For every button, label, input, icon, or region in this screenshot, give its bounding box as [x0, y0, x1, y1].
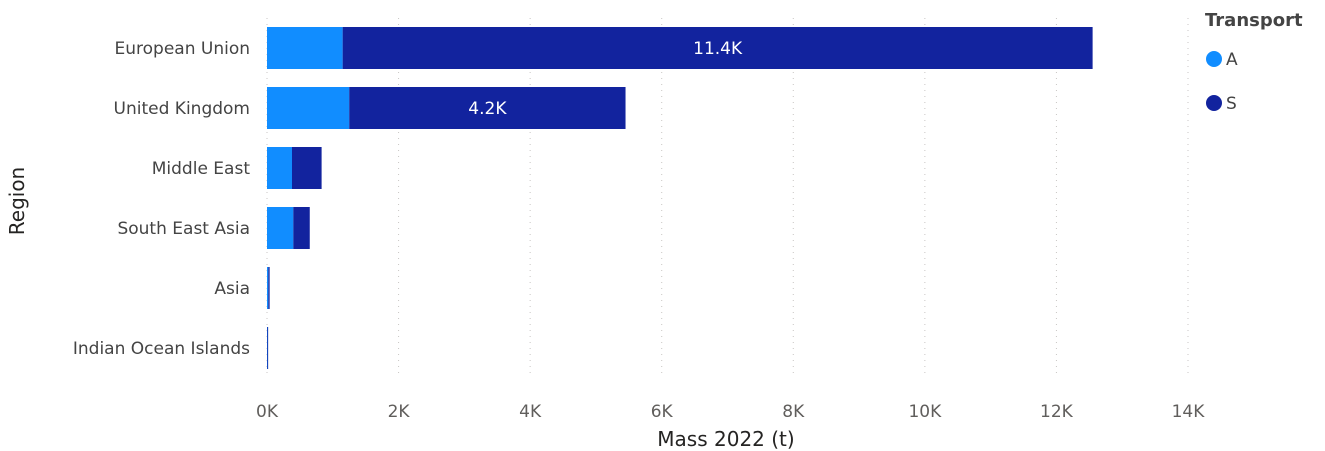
- x-axis-title: Mass 2022 (t): [657, 427, 794, 451]
- data-label: 4.2K: [468, 99, 507, 119]
- data-label: 11.4K: [693, 39, 743, 59]
- bar-a-segment: [267, 87, 350, 129]
- bar-s-segment: [268, 267, 270, 309]
- y-axis-title: Region: [5, 167, 29, 235]
- bar-a-segment: [267, 27, 343, 69]
- bar-s-segment: [342, 27, 1093, 69]
- category-label: Middle East: [152, 159, 251, 179]
- category-labels: European Union United Kingdom Middle East S…: [73, 39, 250, 359]
- category-label: South East Asia: [117, 219, 250, 239]
- category-label: Indian Ocean Islands: [73, 339, 250, 359]
- category-label: United Kingdom: [114, 99, 250, 119]
- x-tick-label: 4K: [519, 402, 542, 422]
- legend: Transport A S: [1205, 10, 1303, 114]
- bar-a-segment: [267, 267, 269, 309]
- legend-item-label: S: [1226, 94, 1237, 114]
- x-tick-label: 12K: [1040, 402, 1074, 422]
- legend-title: Transport: [1205, 10, 1303, 31]
- bar-a-segment: [267, 207, 294, 249]
- bars: 11.4K 4.2K: [267, 27, 1093, 369]
- bar-s-segment: [291, 147, 322, 189]
- legend-marker-a: [1206, 51, 1222, 67]
- x-tick-label: 14K: [1172, 402, 1206, 422]
- category-label: Asia: [214, 279, 250, 299]
- x-tick-label: 6K: [651, 402, 674, 422]
- category-label: European Union: [115, 39, 251, 59]
- bar-a-segment: [267, 147, 292, 189]
- x-tick-label: 0K: [256, 402, 279, 422]
- x-tick-label: 10K: [908, 402, 942, 422]
- bar-s-segment: [267, 327, 269, 369]
- bar-s-segment: [293, 207, 310, 249]
- x-tick-label: 2K: [388, 402, 411, 422]
- x-tick-labels: 0K 2K 4K 6K 8K 10K 12K 14K: [256, 402, 1205, 422]
- x-tick-label: 8K: [782, 402, 805, 422]
- legend-item-label: A: [1226, 50, 1238, 70]
- gridlines: [266, 18, 1189, 378]
- legend-marker-s: [1206, 95, 1222, 111]
- bar-s-segment: [349, 87, 626, 129]
